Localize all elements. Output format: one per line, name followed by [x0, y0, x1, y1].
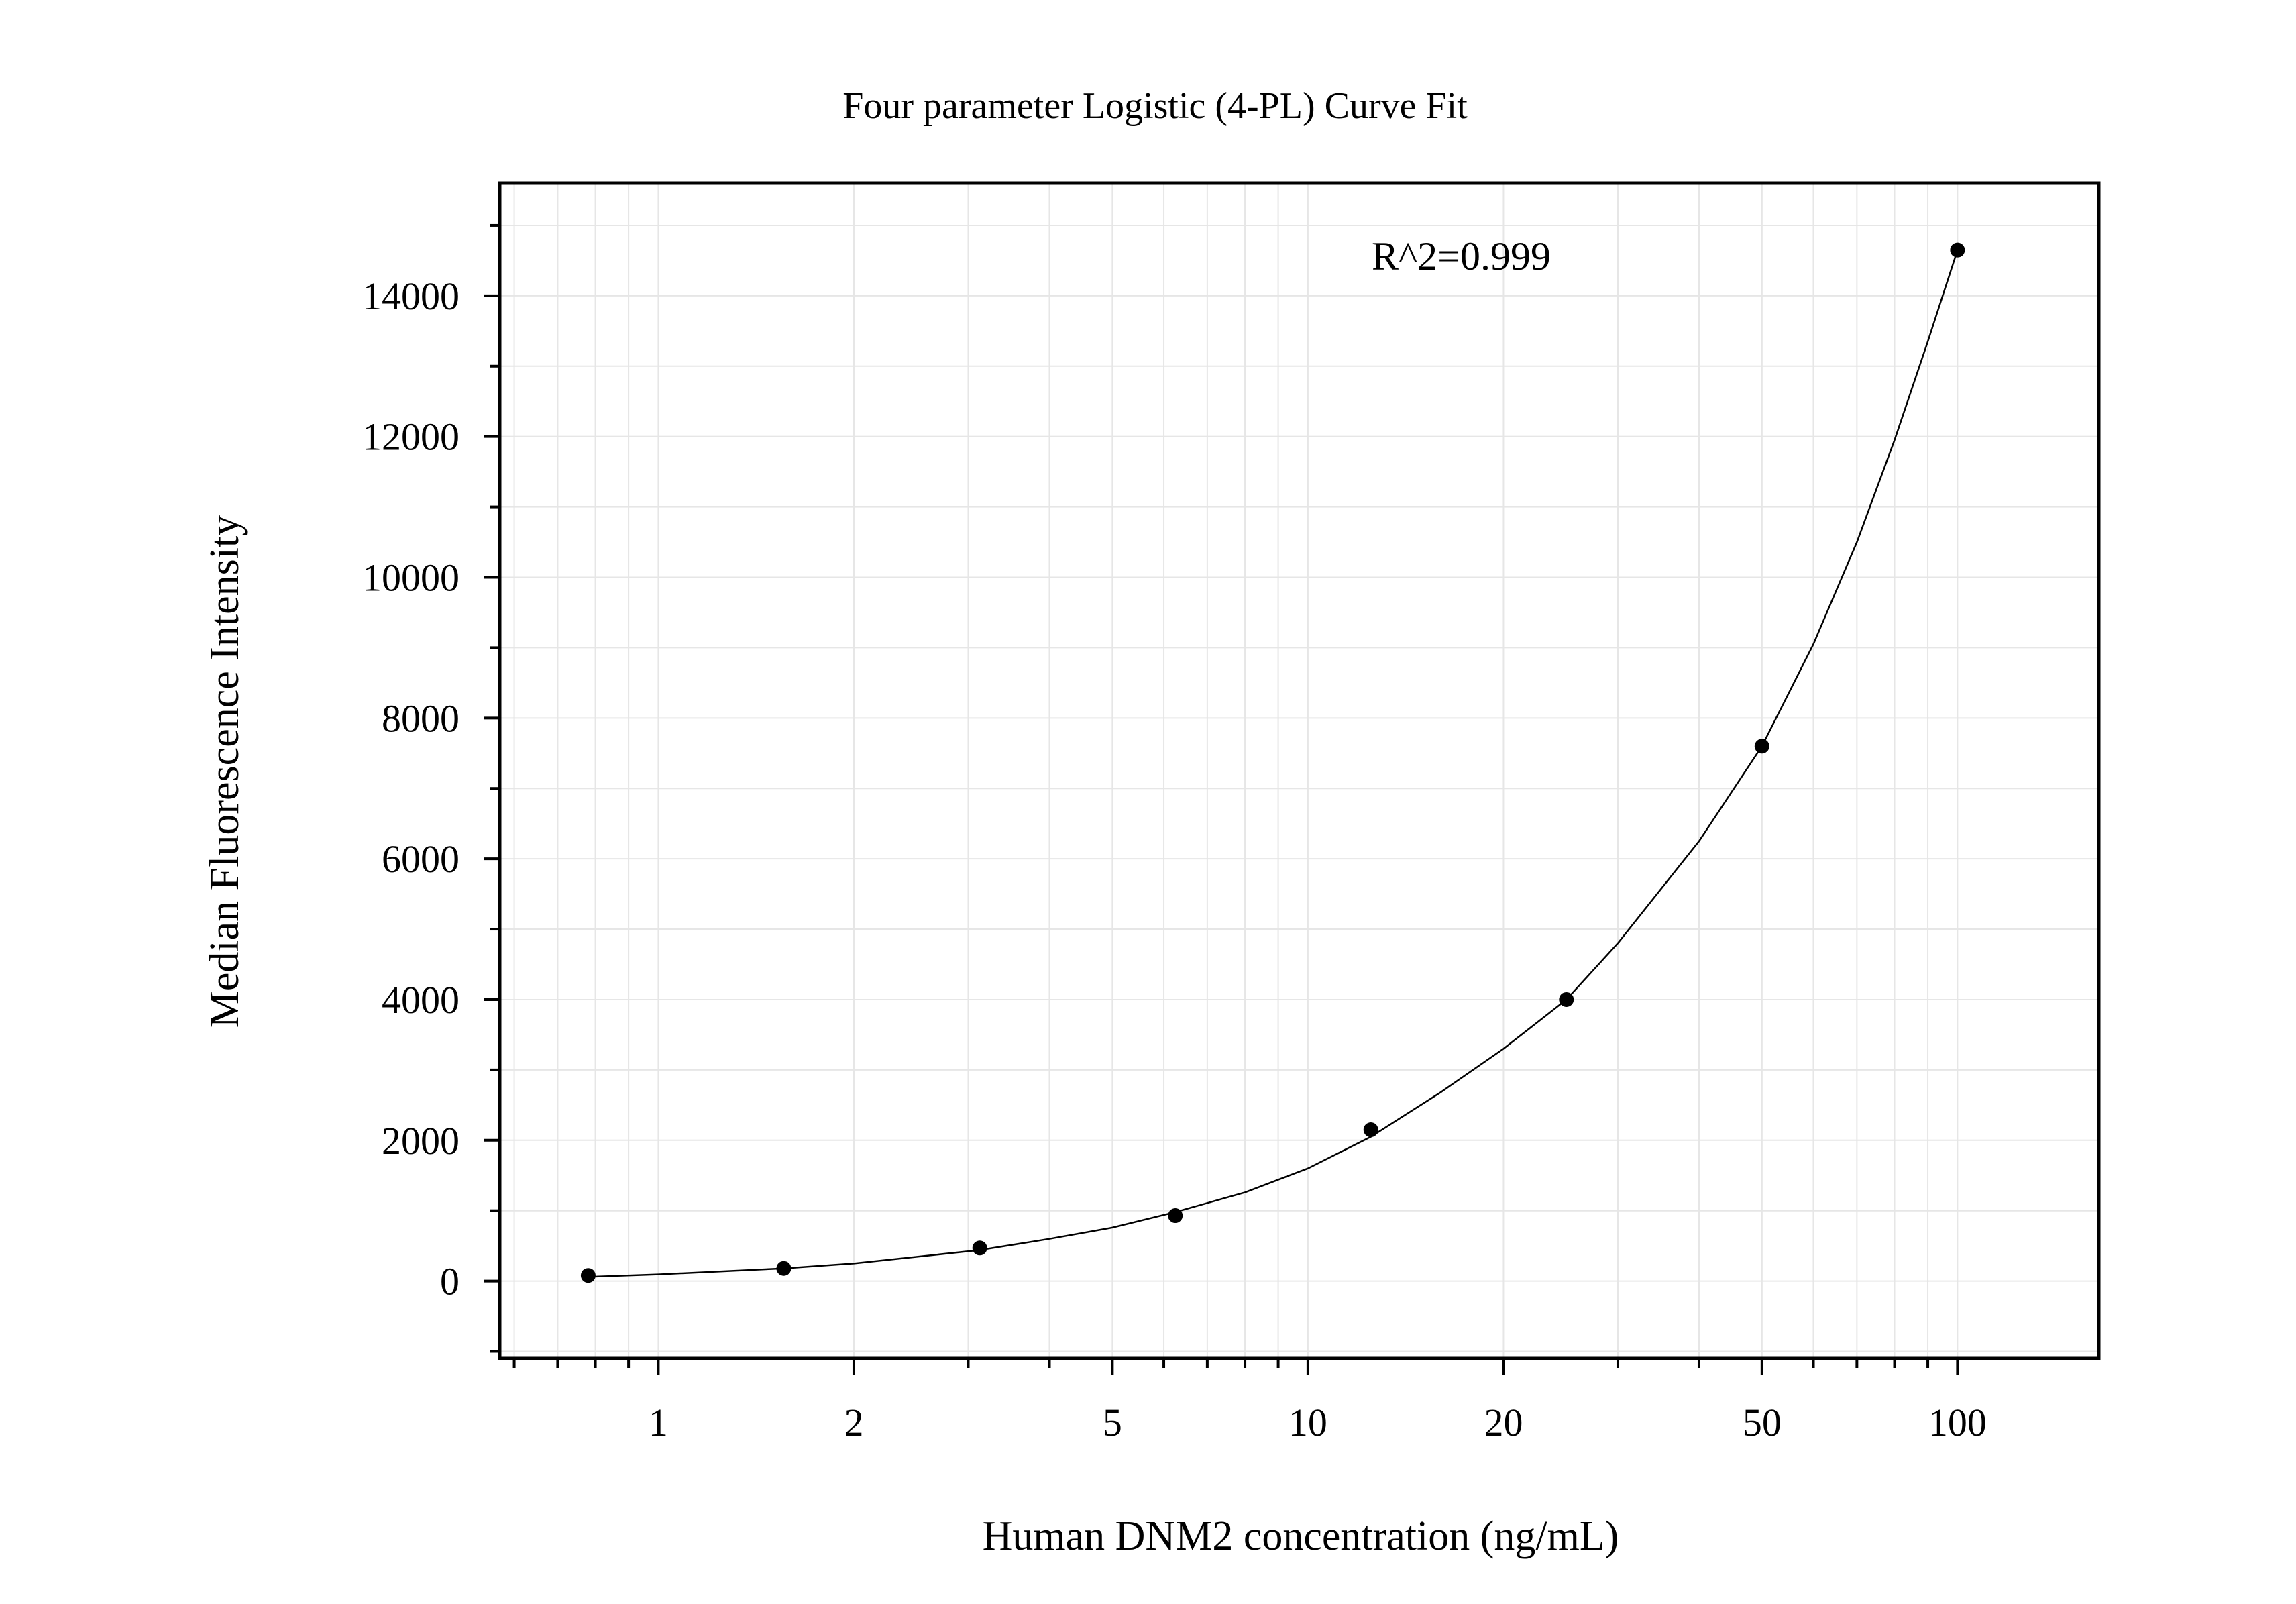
plot-frame	[498, 181, 2101, 1360]
fit-curve	[588, 250, 1959, 1278]
data-point	[972, 1240, 987, 1256]
y-tick-label: 14000	[362, 274, 459, 318]
data-point	[776, 1261, 791, 1276]
data-point	[580, 1268, 596, 1283]
r-squared-annotation: R^2=0.999	[1372, 234, 1551, 278]
x-axis-ticks: 1 2 5 10 20 50 100	[512, 1358, 1987, 1444]
x-tick-label: 100	[1928, 1401, 1987, 1444]
data-point	[1559, 992, 1574, 1007]
y-axis-label: Median Fluorescence Intensity	[202, 515, 248, 1028]
x-tick-label: 5	[1103, 1401, 1122, 1444]
data-point	[1168, 1208, 1183, 1224]
x-tick-label: 50	[1743, 1401, 1782, 1444]
data-point	[1363, 1122, 1378, 1138]
data-point	[1950, 242, 1965, 258]
x-axis-label: Human DNM2 concentration (ng/mL)	[983, 1513, 1619, 1559]
chart-title: Four parameter Logistic (4-PL) Curve Fit	[842, 85, 1468, 127]
y-tick-label: 0	[440, 1260, 459, 1303]
y-tick-label: 6000	[382, 837, 459, 881]
x-tick-label: 1	[649, 1401, 668, 1444]
y-tick-label: 12000	[362, 415, 459, 459]
y-tick-label: 4000	[382, 978, 459, 1022]
x-tick-label: 10	[1289, 1401, 1327, 1444]
x-tick-label: 2	[844, 1401, 863, 1444]
grid	[500, 183, 2099, 1358]
data-points	[580, 242, 1965, 1283]
y-tick-label: 8000	[382, 696, 459, 740]
x-tick-label: 20	[1484, 1401, 1523, 1444]
y-axis-ticks: 0 2000 4000 6000 8000 10000 12000 14000	[362, 223, 500, 1353]
data-point	[1754, 739, 1769, 754]
y-tick-label: 10000	[362, 555, 459, 599]
y-tick-label: 2000	[382, 1119, 459, 1163]
